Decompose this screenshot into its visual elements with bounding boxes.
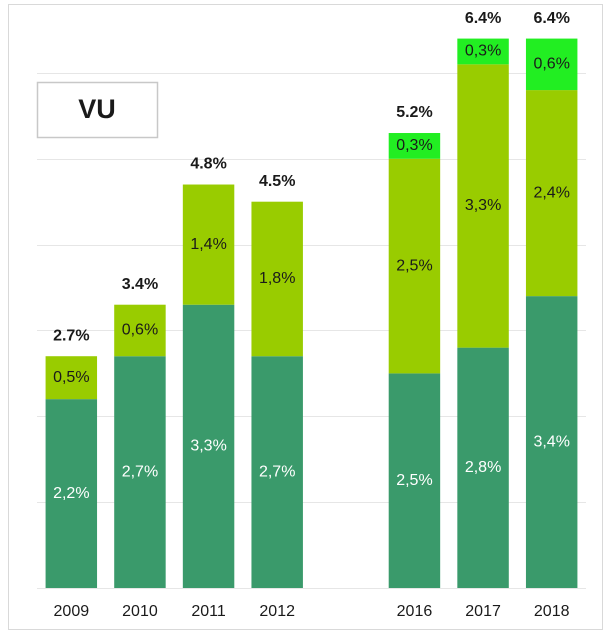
data-label: 2,5% <box>396 257 432 274</box>
x-tick-label: 2016 <box>397 603 433 620</box>
total-label: 2.7% <box>53 327 89 344</box>
bar-segment <box>525 38 578 91</box>
bar-segment <box>114 356 166 588</box>
bar-segment <box>525 296 578 588</box>
data-label: 2,7% <box>259 463 295 480</box>
bar-segment <box>457 347 509 588</box>
annotation-box <box>36 81 159 139</box>
data-label: 3,3% <box>190 438 226 455</box>
bar-segment <box>114 304 166 357</box>
bar-segment <box>45 399 98 588</box>
data-label: 3,3% <box>465 197 501 214</box>
bar-segment <box>388 373 441 588</box>
data-label: 2,8% <box>465 459 501 476</box>
data-label: 2,2% <box>53 485 89 502</box>
x-tick-label: 2010 <box>122 603 158 620</box>
total-label: 5.2% <box>396 104 432 121</box>
data-label: 0,3% <box>396 137 432 154</box>
bar-segment <box>457 38 509 65</box>
plot-area: 2009 2,2% 0,5% 2.7% 2010 2,7% 0,6% 3.4% 2011 3,3%… <box>37 10 586 620</box>
data-label: 0,6% <box>122 322 158 339</box>
data-label: 2,5% <box>396 472 432 489</box>
data-label: 0,5% <box>53 369 89 386</box>
total-label: 3.4% <box>122 276 158 293</box>
x-tick-label: 2018 <box>534 603 570 620</box>
bar-segment <box>251 356 303 588</box>
bar-segment <box>388 133 441 159</box>
data-label: 3,4% <box>533 433 569 450</box>
x-tick-label: 2009 <box>54 603 90 620</box>
x-tick-label: 2011 <box>191 603 226 620</box>
data-label: 2,4% <box>533 184 569 201</box>
total-label: 4.5% <box>259 173 295 190</box>
x-tick-label: 2017 <box>465 603 501 620</box>
bar-segment <box>182 304 235 588</box>
bar-segment <box>182 184 235 305</box>
total-label: 6.4% <box>465 10 501 27</box>
x-tick-label: 2012 <box>259 603 295 620</box>
data-label: 2,7% <box>122 463 158 480</box>
bar-segment <box>251 201 303 357</box>
data-label: 1,4% <box>190 236 226 253</box>
total-label: 6.4% <box>533 10 569 27</box>
data-label: 0,6% <box>533 56 569 73</box>
bar-segment <box>525 90 578 297</box>
bar-segment <box>45 356 98 400</box>
total-label: 4.8% <box>190 156 226 173</box>
bar-segment <box>457 64 509 348</box>
bar-segment <box>388 158 441 374</box>
annotation: VU <box>78 94 116 124</box>
data-label: 1,8% <box>259 270 295 287</box>
data-label: 0,3% <box>465 43 501 60</box>
